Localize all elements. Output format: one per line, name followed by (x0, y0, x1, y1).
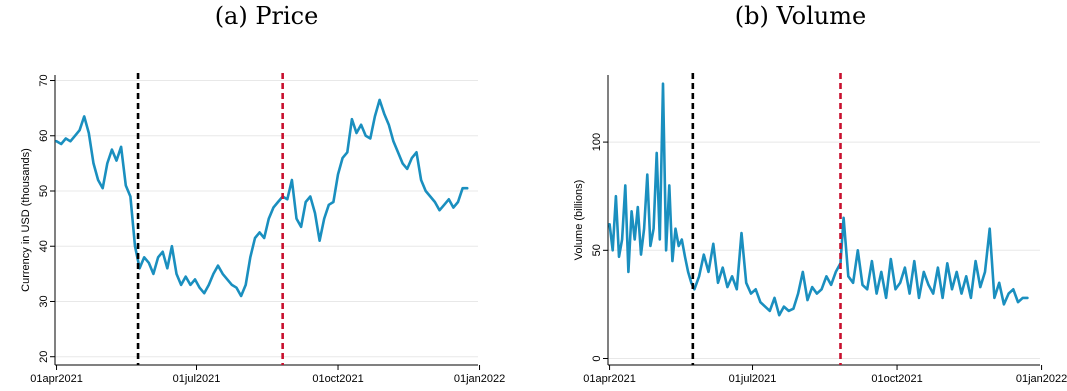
y-axis-label: Currency in USD (thousands) (20, 148, 32, 292)
x-tick-label: 01jul2021 (729, 373, 777, 385)
price-chart: 20 30 40 50 60 70 01apr2021 01jul2021 01oct2021 0… (20, 73, 505, 385)
x-tick-label: 01apr2021 (30, 373, 83, 385)
x-tick-label: 01jan2022 (454, 373, 505, 385)
x-tick-label: 01jul2021 (173, 373, 221, 385)
series-line (608, 82, 1029, 317)
y-tick-label: 40 (38, 240, 50, 252)
y-tick-label: 70 (38, 74, 50, 86)
series-line (55, 98, 469, 298)
y-tick-label: 30 (38, 295, 50, 307)
volume-panel: (b) Volume 0 50 100 01apr2021 01jul2021 01oct… (534, 0, 1067, 391)
x-tick-label: 01jan2022 (1016, 373, 1067, 385)
y-tick-label: 20 (38, 351, 50, 363)
price-panel: (a) Price 20 30 40 50 60 70 01apr2021 01jul2021… (0, 0, 533, 391)
x-tick-label: 01oct2021 (312, 373, 363, 385)
price-caption: (a) Price (214, 2, 319, 30)
x-tick-label: 01oct2021 (871, 373, 922, 385)
y-axis-label: Volume (billions) (573, 180, 585, 261)
volume-caption: (b) Volume (734, 2, 867, 30)
y-tick-label: 100 (591, 133, 603, 151)
volume-chart: 0 50 100 01apr2021 01jul2021 01oct2021 01jan20… (573, 73, 1067, 385)
y-tick-label: 50 (38, 185, 50, 197)
x-tick-label: 01apr2021 (583, 373, 636, 385)
y-tick-label: 60 (38, 130, 50, 142)
y-tick-label: 50 (591, 244, 603, 256)
y-tick-label: 0 (591, 355, 603, 361)
